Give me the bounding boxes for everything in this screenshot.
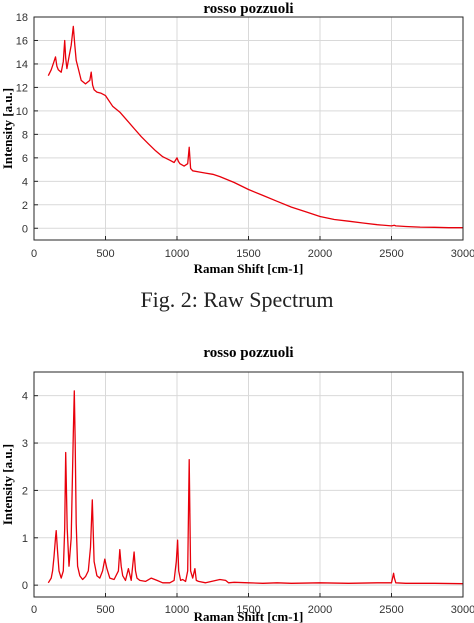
chart-raw-spectrum: 0 500 1000 1500 2000 2500 3000 0 2 4 6 8 10 12 14 16 18 r…: [0, 0, 474, 280]
y-axis-label: Intensity [a.u.]: [0, 88, 15, 169]
x-tick-label: 1000: [165, 248, 189, 260]
x-tick-label: 0: [31, 604, 37, 616]
y-tick-label: 2: [22, 200, 28, 212]
y-tick-label: 18: [16, 12, 28, 24]
y-tick-label: 8: [22, 129, 28, 141]
y-tick-label: 3: [22, 438, 28, 450]
x-tick-label: 3000: [451, 604, 474, 616]
chart-processed-spectrum-svg: 0 500 1000 1500 2000 2500 3000 0 1 2 3 4 rosso pozzu…: [0, 345, 474, 623]
chart-raw-spectrum-svg: 0 500 1000 1500 2000 2500 3000 0 2 4 6 8 10 12 14 16 18 r…: [0, 1, 474, 276]
x-tick-label: 1500: [236, 248, 260, 260]
series-line: [47, 25, 463, 229]
y-tick-label: 0: [22, 223, 28, 235]
series-line: [47, 390, 464, 585]
x-tick-label: 2500: [379, 604, 403, 616]
x-tick-label: 2000: [308, 248, 332, 260]
chart-title: rosso pozzuoli: [203, 345, 293, 361]
x-tick-label: 1500: [236, 604, 260, 616]
x-tick-label: 500: [96, 604, 114, 616]
y-tick-label: 12: [16, 82, 28, 94]
x-tick-label: 2000: [308, 604, 332, 616]
figure-caption: Fig. 2: Raw Spectrum: [140, 287, 334, 312]
y-tick-label: 14: [16, 59, 28, 71]
chart-title: rosso pozzuoli: [203, 1, 293, 17]
x-tick-label: 500: [96, 248, 114, 260]
y-axis-label: Intensity [a.u.]: [0, 444, 15, 525]
y-tick-label: 0: [22, 580, 28, 592]
y-tick-label: 4: [22, 176, 28, 188]
x-axis-label: Raman Shift [cm-1]: [194, 261, 304, 276]
x-tick-label: 2500: [379, 248, 403, 260]
x-tick-label: 1000: [165, 604, 189, 616]
x-tick-label: 3000: [451, 248, 474, 260]
y-tick-label: 16: [16, 35, 28, 47]
y-tick-label: 4: [22, 391, 28, 403]
chart-processed-spectrum: 0 500 1000 1500 2000 2500 3000 0 1 2 3 4 rosso pozzu…: [0, 340, 474, 623]
y-tick-label: 2: [22, 485, 28, 497]
x-tick-label: 0: [31, 248, 37, 260]
y-tick-label: 6: [22, 153, 28, 165]
y-tick-label: 10: [16, 106, 28, 118]
y-tick-label: 1: [22, 533, 28, 545]
x-axis-label: Raman Shift [cm-1]: [194, 609, 304, 623]
